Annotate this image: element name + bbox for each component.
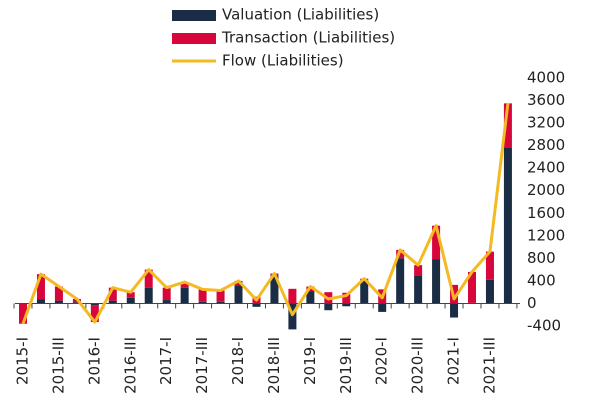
bar: [468, 271, 476, 303]
bar: [378, 303, 387, 312]
bar: [360, 280, 369, 304]
x-tick-label: 2015-III: [49, 337, 67, 394]
bar: [126, 292, 135, 298]
bar: [396, 258, 405, 304]
bar: [288, 288, 297, 304]
x-tick-label: 2020-I: [373, 337, 391, 385]
bar: [306, 291, 315, 304]
bar: [216, 290, 225, 302]
bar: [162, 300, 171, 304]
legend-label: Transaction (Liabilities): [221, 29, 395, 47]
x-tick-label: 2020-III: [409, 337, 427, 394]
bar: [36, 299, 45, 304]
bar: [270, 275, 279, 304]
legend-swatch: [172, 33, 216, 44]
y-tick-label: 1200: [527, 226, 565, 244]
bar: [108, 300, 117, 304]
bar: [162, 287, 171, 301]
bar: [485, 279, 494, 304]
y-tick-label: 2400: [527, 159, 565, 177]
x-tick-label: 2018-III: [265, 337, 283, 394]
bar: [180, 282, 189, 288]
bar: [144, 287, 153, 304]
bar: [503, 103, 512, 148]
bar: [108, 287, 117, 301]
bar: [198, 289, 207, 302]
x-tick-label: 2016-I: [85, 337, 103, 385]
bar: [216, 301, 225, 304]
bar: [485, 251, 494, 280]
y-tick-label: 0: [527, 294, 537, 312]
bar: [288, 303, 297, 330]
bar: [144, 269, 153, 288]
bar: [54, 300, 63, 304]
bar: [90, 305, 99, 323]
bar: [198, 301, 207, 304]
bar: [414, 275, 423, 304]
bar: [432, 259, 441, 304]
flow-line: [21, 103, 510, 325]
bar: [450, 303, 459, 318]
y-tick-label: 400: [527, 271, 556, 289]
legend-label: Valuation (Liabilities): [222, 6, 379, 24]
bar: [234, 280, 243, 286]
x-tick-label: 2017-III: [193, 337, 211, 394]
y-tick-label: 1600: [527, 204, 565, 222]
x-tick-label: 2016-III: [121, 337, 139, 394]
legend-label: Flow (Liabilities): [222, 52, 344, 70]
legend-swatch: [172, 10, 216, 21]
bar: [432, 225, 441, 260]
x-tick-label: 2015-I: [14, 337, 32, 385]
bar: [252, 303, 261, 307]
x-tick-label: 2021-III: [480, 337, 498, 394]
x-tick-label: 2017-I: [157, 337, 175, 385]
y-tick-label: 800: [527, 249, 556, 267]
y-tick-label: 3600: [527, 91, 565, 109]
y-tick-label: -400: [527, 317, 561, 335]
bar: [414, 265, 423, 276]
bar: [503, 147, 512, 304]
y-tick-label: 2000: [527, 181, 565, 199]
bar: [234, 285, 243, 304]
x-tick-label: 2019-I: [301, 337, 319, 385]
x-tick-label: 2021-I: [445, 337, 463, 385]
bar: [36, 274, 45, 300]
bar: [324, 303, 333, 311]
bar: [90, 303, 99, 306]
x-tick-label: 2018-I: [229, 337, 247, 385]
y-tick-label: 4000: [527, 69, 565, 87]
y-tick-label: 3200: [527, 114, 565, 132]
bar: [126, 297, 135, 304]
bar: [180, 287, 189, 304]
bar: [19, 303, 27, 324]
bar: [54, 286, 63, 301]
bar: [72, 302, 81, 304]
x-tick-label: 2019-III: [337, 337, 355, 394]
bar: [342, 303, 351, 307]
y-tick-label: 2800: [527, 136, 565, 154]
bar: [342, 292, 351, 304]
